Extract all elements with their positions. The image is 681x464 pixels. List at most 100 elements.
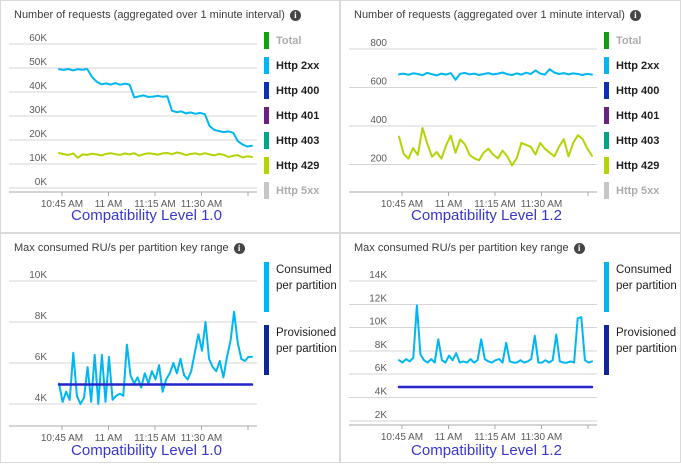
legend-label: Consumed per partition: [276, 264, 337, 292]
chart-title: Max consumed RU/s per partition key rang…: [14, 242, 245, 254]
legend-item-http-429[interactable]: Http 429: [604, 157, 659, 174]
legend-label: Http 429: [616, 159, 660, 172]
legend-swatch: [264, 57, 269, 74]
y-axis-tick-label: 400: [370, 115, 387, 126]
x-axis-tick-label: 11:15 AM: [134, 433, 176, 444]
series-line-consumed-per-partition: [58, 310, 253, 405]
y-axis-tick-label: 6K: [35, 352, 48, 363]
legend-label: Http 400: [616, 84, 660, 97]
legend-item-http-403[interactable]: Http 403: [264, 132, 319, 149]
legend-label: Http 401: [616, 109, 660, 122]
x-axis-tick-label: 11:15 AM: [134, 199, 176, 210]
info-icon[interactable]: i: [573, 242, 585, 254]
legend-item-consumed-per-partition[interactable]: Consumed per partition: [264, 262, 342, 312]
legend-item-provisioned-per-partition[interactable]: Provisioned per partition: [264, 325, 342, 375]
chart-title-text: Number of requests (aggregated over 1 mi…: [354, 9, 625, 21]
compatibility-caption: Compatibility Level 1.2: [411, 442, 562, 459]
x-axis-tick-label: 10:45 AM: [41, 199, 83, 210]
legend-item-http-5xx[interactable]: Http 5xx: [604, 182, 659, 199]
legend-label: Http 5xx: [616, 184, 660, 197]
line-chart-canvas: 800 600 400 200 10:45 AM 11 AM 11:15 AM 11:30 A…: [349, 38, 597, 210]
y-axis-tick-label: 20K: [29, 129, 47, 140]
chart-title-text: Max consumed RU/s per partition key rang…: [14, 242, 229, 254]
legend-swatch: [604, 57, 609, 74]
legend-label: Consumed per partition: [616, 264, 677, 292]
chart-panel-requests-level-1-0: Number of requests (aggregated over 1 mi…: [0, 0, 340, 233]
x-axis-tick-label: 11:30 AM: [181, 199, 223, 210]
line-chart-canvas: 10K 8K 6K 4K 10:45 AM 11 AM 11:15 AM 11:30 AM: [9, 270, 257, 444]
chart-panel-ru-level-1-2: Max consumed RU/s per partition key rang…: [340, 233, 681, 463]
legend-label: Http 403: [276, 134, 320, 147]
legend-label: Http 429: [276, 159, 320, 172]
legend-item-http-429[interactable]: Http 429: [264, 157, 319, 174]
info-icon[interactable]: i: [289, 9, 301, 21]
x-axis-tick-label: 11 AM: [435, 432, 463, 443]
legend-swatch: [604, 325, 609, 375]
legend-item-http-2xx[interactable]: Http 2xx: [264, 57, 319, 74]
y-axis-tick-label: 4K: [35, 393, 48, 404]
legend-item-consumed-per-partition[interactable]: Consumed per partition: [604, 262, 681, 312]
legend-label: Http 2xx: [616, 59, 660, 72]
y-axis-tick-label: 10K: [369, 317, 387, 328]
x-axis-tick-label: 11 AM: [95, 433, 123, 444]
series-line-http-429: [398, 126, 593, 167]
y-axis-tick-label: 50K: [29, 57, 47, 68]
x-axis-tick-label: 11:15 AM: [474, 432, 516, 443]
line-chart-canvas: 60K 50K 40K 30K 20K 10K 0K 10:45 AM 11 AM 11:15 A…: [9, 33, 257, 210]
legend-swatch: [264, 32, 269, 49]
legend-label: Http 403: [616, 134, 660, 147]
y-axis-tick-label: 10K: [29, 153, 47, 164]
legend-item-http-5xx[interactable]: Http 5xx: [264, 182, 319, 199]
x-axis-tick-label: 10:45 AM: [41, 433, 83, 444]
legend-item-provisioned-per-partition[interactable]: Provisioned per partition: [604, 325, 681, 375]
legend-item-http-403[interactable]: Http 403: [604, 132, 659, 149]
y-axis-tick-label: 600: [370, 77, 387, 88]
legend-swatch: [264, 132, 269, 149]
legend-item-http-401[interactable]: Http 401: [264, 107, 319, 124]
y-axis-tick-label: 14K: [369, 270, 387, 281]
chart-panel-requests-level-1-2: Number of requests (aggregated over 1 mi…: [340, 0, 681, 233]
x-axis-tick-label: 10:45 AM: [381, 199, 423, 210]
y-axis-tick-label: 10K: [29, 270, 47, 281]
series-line-consumed-per-partition: [398, 304, 593, 364]
legend-label: Http 400: [276, 84, 320, 97]
legend-swatch: [604, 157, 609, 174]
y-axis-tick-label: 0K: [35, 177, 48, 188]
y-axis-tick-label: 8K: [375, 340, 388, 351]
info-icon[interactable]: i: [629, 9, 641, 21]
y-axis-tick-label: 800: [370, 38, 387, 49]
legend-item-http-400[interactable]: Http 400: [264, 82, 319, 99]
legend-item-total[interactable]: Total: [604, 32, 659, 49]
y-axis-tick-label: 40K: [29, 81, 47, 92]
legend-swatch: [264, 182, 269, 199]
line-chart-canvas: 14K 12K 10K 8K 6K 4K 2K 10:45 AM 11 AM 11:15 AM 11…: [349, 270, 597, 443]
legend-item-http-400[interactable]: Http 400: [604, 82, 659, 99]
chart-legend: Consumed per partition Provisioned per pa…: [604, 262, 681, 375]
x-axis-tick-label: 11 AM: [435, 199, 463, 210]
chart-title: Number of requests (aggregated over 1 mi…: [354, 9, 641, 21]
y-axis-tick-label: 30K: [29, 105, 47, 116]
y-axis-tick-label: 60K: [29, 33, 47, 44]
legend-label: Http 2xx: [276, 59, 320, 72]
legend-swatch: [264, 262, 269, 312]
y-axis-tick-label: 2K: [375, 410, 388, 421]
legend-swatch: [604, 32, 609, 49]
chart-panel-ru-level-1-0: Max consumed RU/s per partition key rang…: [0, 233, 340, 463]
legend-item-total[interactable]: Total: [264, 32, 319, 49]
legend-swatch: [264, 325, 269, 375]
legend-swatch: [264, 157, 269, 174]
series-line-http-2xx: [398, 68, 593, 81]
legend-item-http-2xx[interactable]: Http 2xx: [604, 57, 659, 74]
legend-item-http-401[interactable]: Http 401: [604, 107, 659, 124]
chart-title-text: Max consumed RU/s per partition key rang…: [354, 242, 569, 254]
legend-label: Http 401: [276, 109, 320, 122]
series-line-http-2xx: [58, 68, 253, 148]
compatibility-caption: Compatibility Level 1.0: [71, 207, 222, 224]
legend-label: Provisioned per partition: [276, 327, 337, 355]
info-icon[interactable]: i: [233, 242, 245, 254]
legend-label: Total: [276, 34, 302, 47]
legend-label: Http 5xx: [276, 184, 320, 197]
x-axis-tick-label: 11:30 AM: [181, 433, 223, 444]
chart-legend: Consumed per partition Provisioned per pa…: [264, 262, 342, 375]
